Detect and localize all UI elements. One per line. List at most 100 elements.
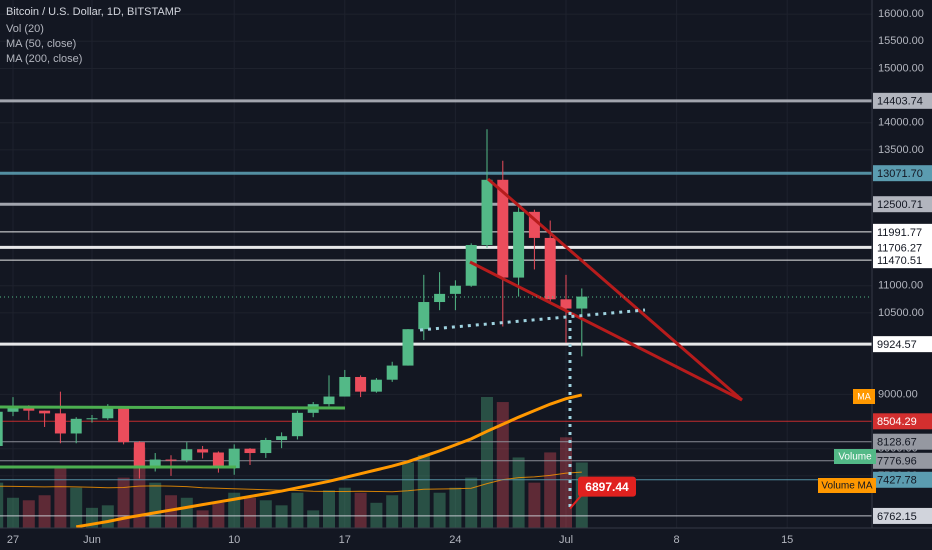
annotation-pointer <box>569 493 583 510</box>
level-label-box <box>873 507 932 524</box>
volume-bar <box>417 454 430 528</box>
candle-body <box>23 407 35 411</box>
volume-bar <box>196 510 209 528</box>
candle-body <box>386 365 398 380</box>
level-label-box <box>873 223 932 240</box>
volume-bar <box>544 452 557 528</box>
x-tick-label: Jul <box>559 534 573 546</box>
candle-body <box>133 442 145 468</box>
volume-bar <box>481 397 493 528</box>
volume-bar <box>0 482 4 528</box>
volume-bar <box>370 502 383 528</box>
candle-body <box>291 412 303 437</box>
level-label-box <box>873 452 932 469</box>
x-tick-label: 17 <box>339 534 351 546</box>
y-tick-label: 13500.00 <box>878 144 924 156</box>
candle-body <box>165 459 177 461</box>
candle-body <box>276 436 288 440</box>
volume-bar <box>228 492 241 528</box>
volume-bar <box>275 505 288 528</box>
volume-bar <box>433 492 446 528</box>
level-label: 8504.29 <box>877 416 917 428</box>
candle-body <box>481 179 493 245</box>
grid <box>0 0 872 528</box>
volume-bar <box>259 500 272 528</box>
candle-body <box>0 411 3 446</box>
volume-bar <box>22 500 35 528</box>
x-tick-label: 10 <box>228 534 240 546</box>
candle-body <box>528 211 540 238</box>
trend-line <box>487 177 743 402</box>
candle-body <box>434 293 446 303</box>
volume-bar <box>307 510 320 528</box>
candle-body <box>355 376 367 392</box>
side-label-box <box>834 449 876 464</box>
candles <box>0 129 588 528</box>
side-label: Volume MA <box>821 481 872 492</box>
level-label: 14403.74 <box>877 96 923 108</box>
candle-body <box>260 440 272 454</box>
indicator-label: MA (200, close) <box>6 53 82 65</box>
y-tick-label: 14000.00 <box>878 117 924 129</box>
side-label: Volume <box>838 452 872 463</box>
drawings <box>0 177 872 510</box>
volume-bar <box>117 477 130 528</box>
candle-body <box>418 302 430 330</box>
y-tick-label: 16000.00 <box>878 8 924 20</box>
volume-bar <box>149 482 162 528</box>
volume-bar <box>244 497 256 528</box>
dotted-line <box>419 308 646 332</box>
volume-bar <box>101 505 114 528</box>
candle-body <box>576 296 588 309</box>
candle-body <box>118 408 130 443</box>
ma-line <box>75 393 583 528</box>
candle-body <box>323 396 335 405</box>
volume-bar <box>465 477 478 528</box>
annotation-label: 6897.44 <box>585 480 629 494</box>
volume-bar <box>528 482 541 528</box>
level-label-box <box>873 165 932 182</box>
volume-bar <box>323 490 335 528</box>
x-tick-label: Jun <box>83 534 101 546</box>
volume-bar <box>496 402 509 528</box>
candle-body <box>449 285 461 294</box>
side-label-box <box>853 389 875 404</box>
x-tick-label: 8 <box>674 534 680 546</box>
volume-bar <box>291 492 304 528</box>
level-label-box <box>873 239 932 256</box>
side-label: MA <box>857 391 871 401</box>
candle-body <box>39 410 51 414</box>
indicator-label: MA (50, close) <box>6 38 76 50</box>
level-label-box <box>873 92 932 109</box>
trend-line <box>469 260 743 402</box>
y-tick-label: 15000.00 <box>878 62 924 74</box>
chart-title: Bitcoin / U.S. Dollar, 1D, BITSTAMP <box>6 6 181 18</box>
volume-bar <box>165 495 177 528</box>
volume-bar <box>402 462 414 528</box>
candle-body <box>497 179 509 278</box>
volume-bar <box>54 467 67 528</box>
levels <box>0 99 872 517</box>
level-label: 8128.67 <box>877 437 917 449</box>
candle-body <box>560 299 572 309</box>
y-tick-label: 15500.00 <box>878 35 924 47</box>
candle-body <box>54 413 66 434</box>
candle-body <box>197 449 209 453</box>
y-tick-label: 10500.00 <box>878 307 924 319</box>
candle-body <box>212 452 224 469</box>
support-line <box>0 405 346 410</box>
indicator-label: Vol (20) <box>6 23 44 35</box>
volume-bar <box>70 487 83 528</box>
candle-body <box>181 449 193 461</box>
level-label: 7776.96 <box>877 456 917 468</box>
level-label-box <box>873 252 932 269</box>
volume-bar <box>386 495 399 528</box>
level-label: 12500.71 <box>877 199 923 211</box>
level-label-box <box>873 413 932 430</box>
candle-body <box>544 237 556 300</box>
candle-body <box>7 407 19 412</box>
candle-body <box>402 329 414 366</box>
level-label: 11991.77 <box>877 227 922 239</box>
volume-bar <box>212 502 225 528</box>
level-label: 6762.15 <box>877 511 917 523</box>
